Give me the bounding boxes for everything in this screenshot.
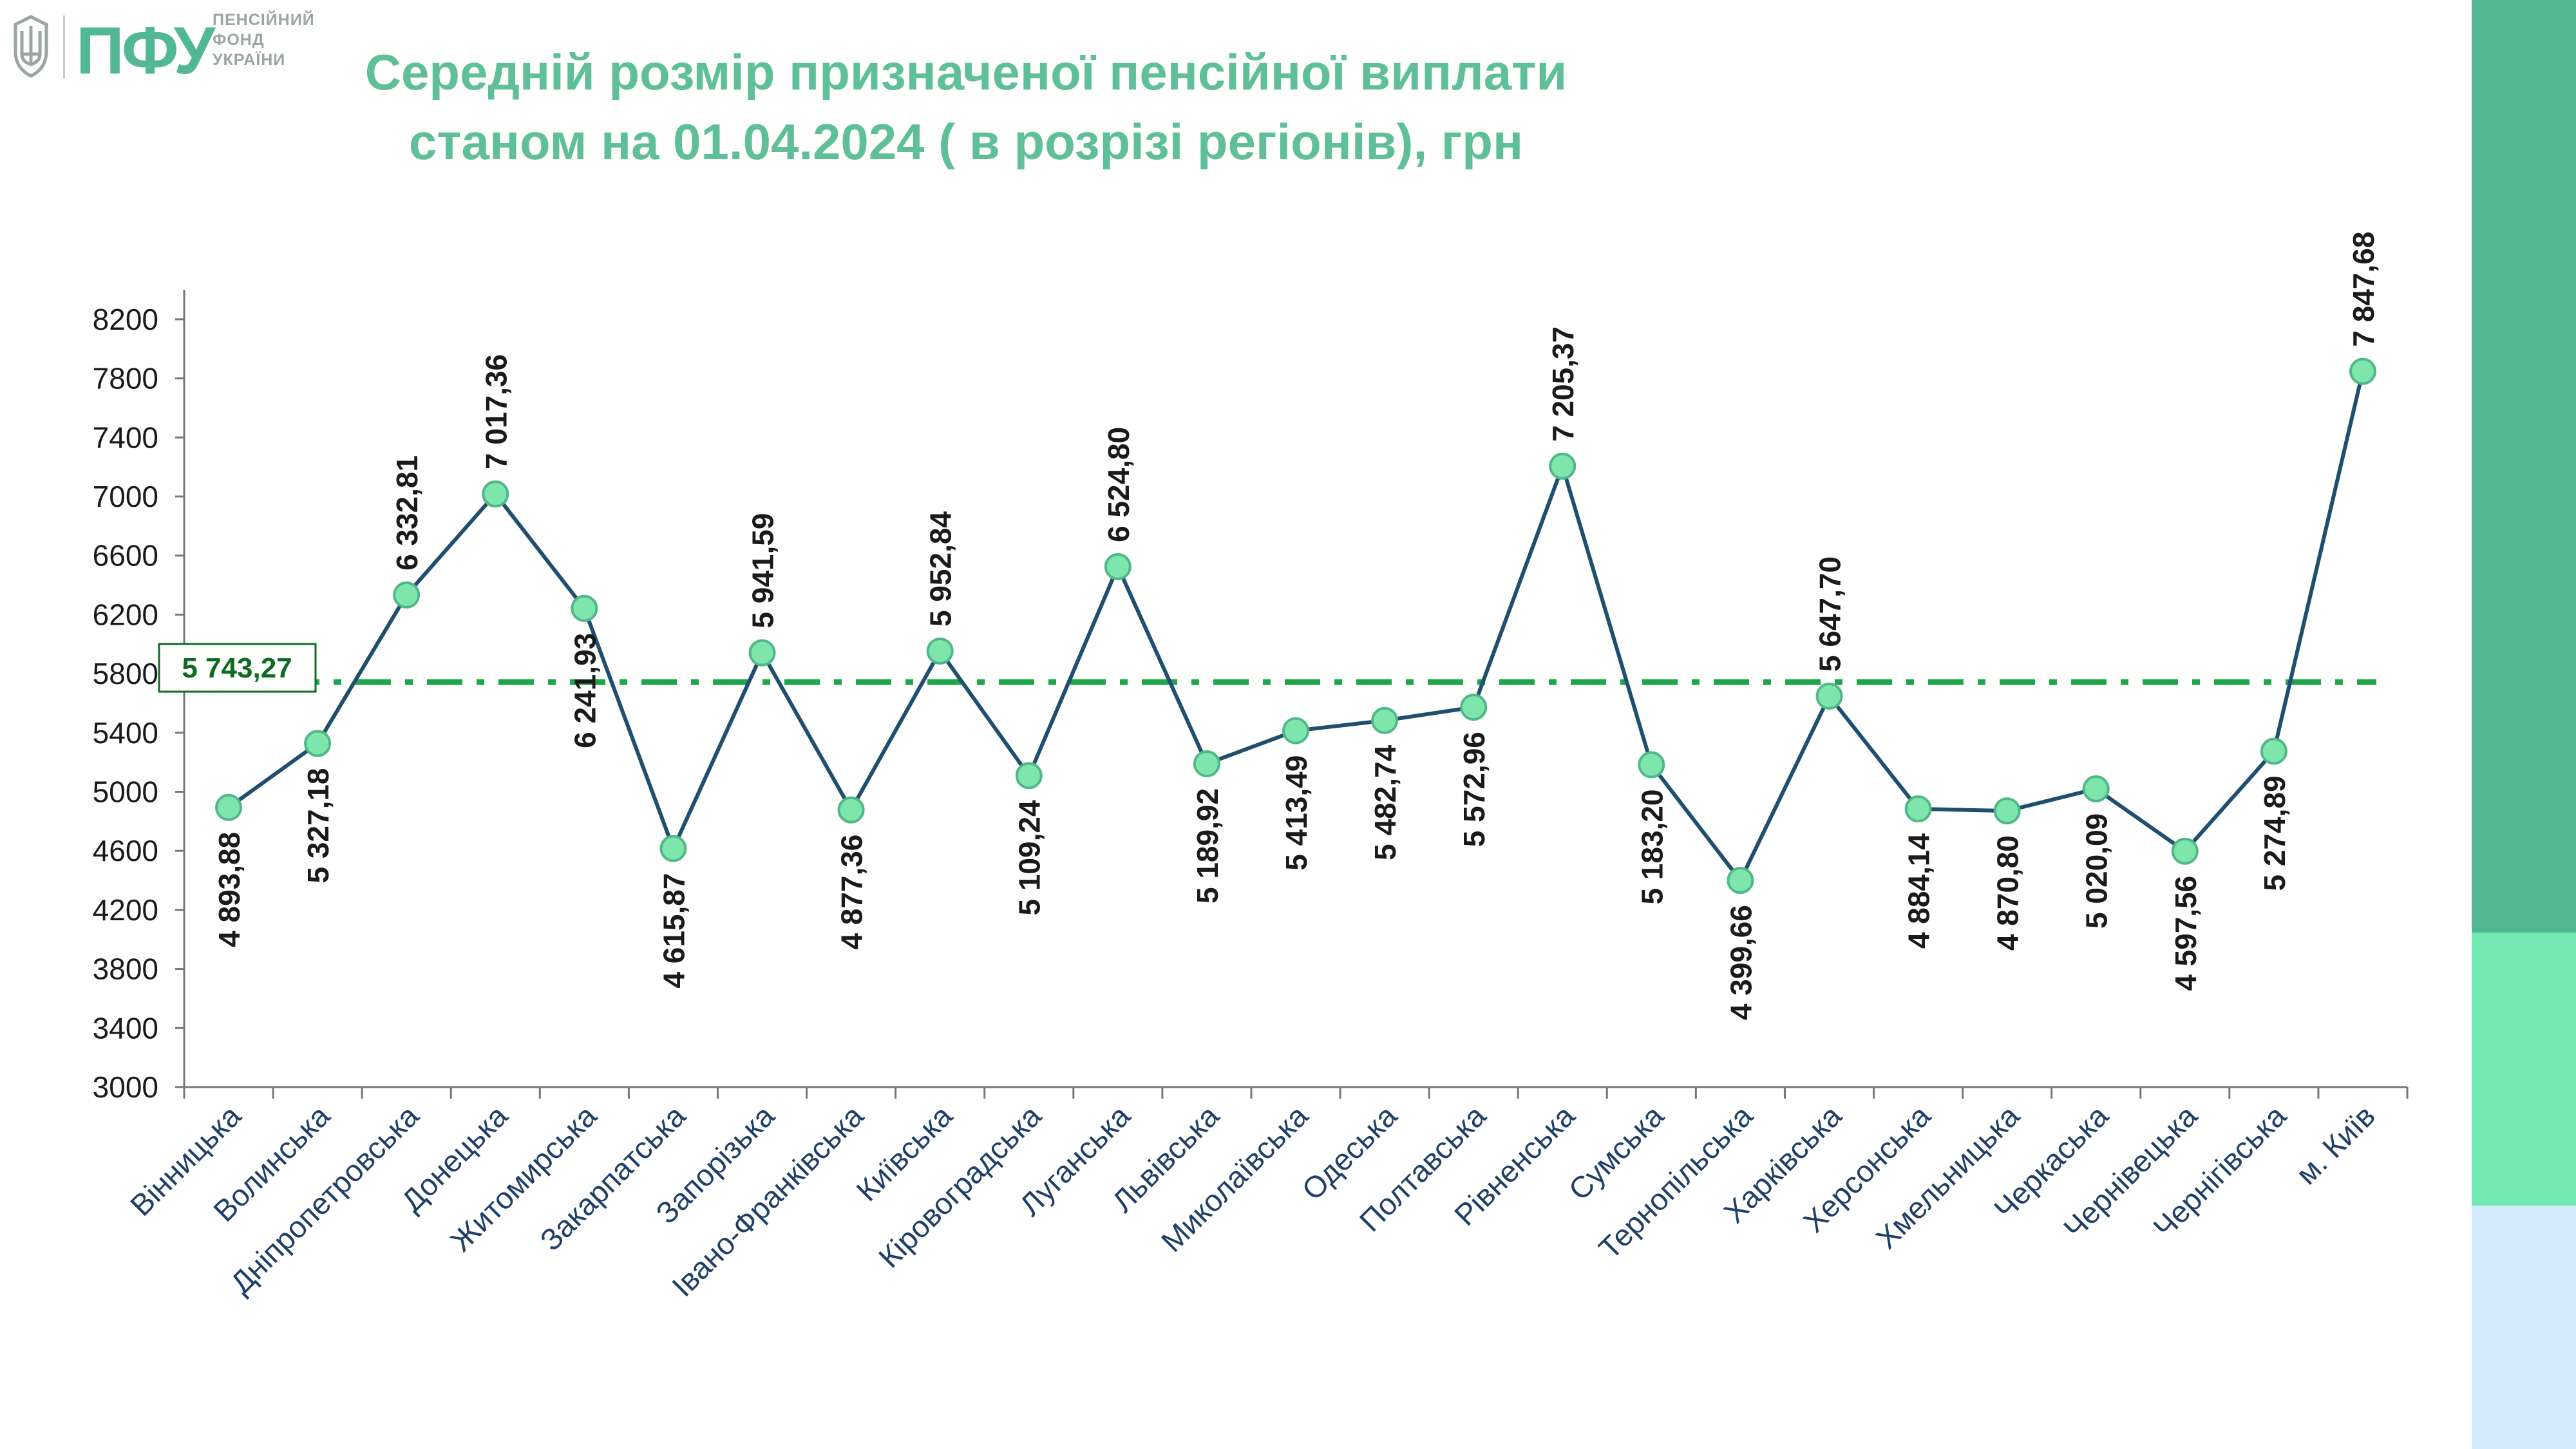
y-tick-label: 3000 (93, 1070, 158, 1104)
data-point (1727, 867, 1754, 895)
x-tick-label: Тернопільська (1592, 1098, 1759, 1265)
data-point (571, 594, 598, 622)
data-label: 7 205,37 (1546, 327, 1580, 442)
data-label: 5 572,96 (1457, 732, 1491, 847)
y-tick-label: 5400 (93, 716, 158, 750)
side-bar-segment-3 (2472, 1206, 2576, 1449)
data-label: 4 893,88 (213, 832, 246, 947)
data-point (1993, 797, 2021, 825)
data-label: 5 109,24 (1013, 800, 1046, 915)
data-point (926, 638, 954, 665)
data-point (1904, 795, 1932, 823)
chart-title: Середній розмір призначеної пенсійної ви… (322, 37, 1610, 176)
pension-line-chart: 3000 3400 3800 4200 4600 5000 5400 5800 6200 6600… (93, 232, 2409, 1303)
org-name-line-2: ФОНД (213, 31, 265, 49)
data-point (482, 480, 509, 507)
data-label: 4 877,36 (835, 835, 869, 950)
data-label: 5 952,84 (924, 511, 958, 627)
data-point (2171, 837, 2199, 865)
y-tick-label: 4600 (93, 834, 158, 867)
data-label: 6 524,80 (1102, 427, 1135, 542)
x-tick-label: Кіровоградська (872, 1098, 1048, 1274)
data-label: 7 017,36 (479, 354, 513, 469)
org-name: ПЕНСІЙНИЙ ФОНД УКРАЇНИ (213, 10, 315, 70)
y-tick-label: 4200 (93, 893, 158, 927)
data-label: 5 183,20 (1635, 789, 1669, 904)
y-tick-label: 6200 (93, 598, 158, 631)
y-tick-label: 7000 (93, 480, 158, 513)
data-label: 4 399,66 (1724, 905, 1757, 1020)
data-label: 4 615,87 (657, 873, 690, 989)
data-point (2082, 775, 2110, 802)
org-name-line-3: УКРАЇНИ (213, 51, 286, 69)
logo-divider (63, 15, 65, 79)
y-tick-label: 5800 (93, 657, 158, 690)
data-label: 5 482,74 (1368, 744, 1402, 860)
data-label: 4 884,14 (1902, 833, 1936, 949)
data-point (1282, 717, 1309, 744)
data-point (748, 639, 776, 667)
data-point (393, 581, 421, 609)
side-bar-segment-1 (2472, 0, 2576, 933)
data-point (1460, 694, 1488, 721)
pfu-logo: ПФУ (14, 14, 219, 82)
data-point (1371, 706, 1399, 734)
data-label: 5 327,18 (301, 768, 335, 883)
y-tick-label: 7400 (93, 421, 158, 454)
data-point (1015, 762, 1043, 790)
data-label: 5 647,70 (1813, 556, 1846, 672)
data-point (2349, 357, 2376, 385)
data-label: 4 870,80 (1991, 835, 2025, 951)
data-label: 5 413,49 (1280, 755, 1313, 871)
data-point (215, 793, 243, 821)
y-tick-label: 6600 (93, 539, 158, 573)
data-label: 5 020,09 (2080, 813, 2114, 929)
average-label: 5 743,27 (182, 652, 292, 684)
data-label: 4 597,56 (2169, 876, 2202, 991)
y-tick-label: 3800 (93, 952, 158, 986)
y-tick-label: 7800 (93, 362, 158, 395)
data-label: 5 189,92 (1191, 788, 1224, 904)
chart-title-line-2: станом на 01.04.2024 ( в розрізі регіоні… (408, 113, 1524, 170)
logo-text: ПФУ (76, 14, 216, 82)
data-label: 7 847,68 (2347, 232, 2380, 347)
data-point (1549, 452, 1577, 480)
chart-title-line-1: Середній розмір призначеної пенсійної ви… (365, 44, 1567, 100)
side-bar-segment-2 (2472, 933, 2576, 1206)
data-point (1638, 751, 1665, 779)
y-tick-label: 5000 (93, 775, 158, 808)
data-point (659, 835, 687, 862)
y-tick-label: 3400 (93, 1011, 158, 1045)
trident-emblem-icon (14, 15, 48, 78)
data-point (1815, 682, 1843, 710)
x-tick-label: м. Київ (2289, 1099, 2382, 1191)
data-label: 6 241,93 (568, 633, 601, 748)
data-label: 5 274,89 (2258, 775, 2291, 891)
y-tick-label: 8200 (93, 303, 158, 336)
org-name-line-1: ПЕНСІЙНИЙ (213, 11, 315, 29)
average-label-box (158, 643, 317, 693)
data-label: 5 941,59 (746, 513, 780, 629)
data-point (2260, 737, 2287, 765)
data-label: 6 332,81 (390, 455, 424, 571)
data-point (1104, 553, 1132, 580)
data-point (304, 730, 332, 757)
data-point (1193, 750, 1220, 777)
data-point (837, 796, 865, 824)
